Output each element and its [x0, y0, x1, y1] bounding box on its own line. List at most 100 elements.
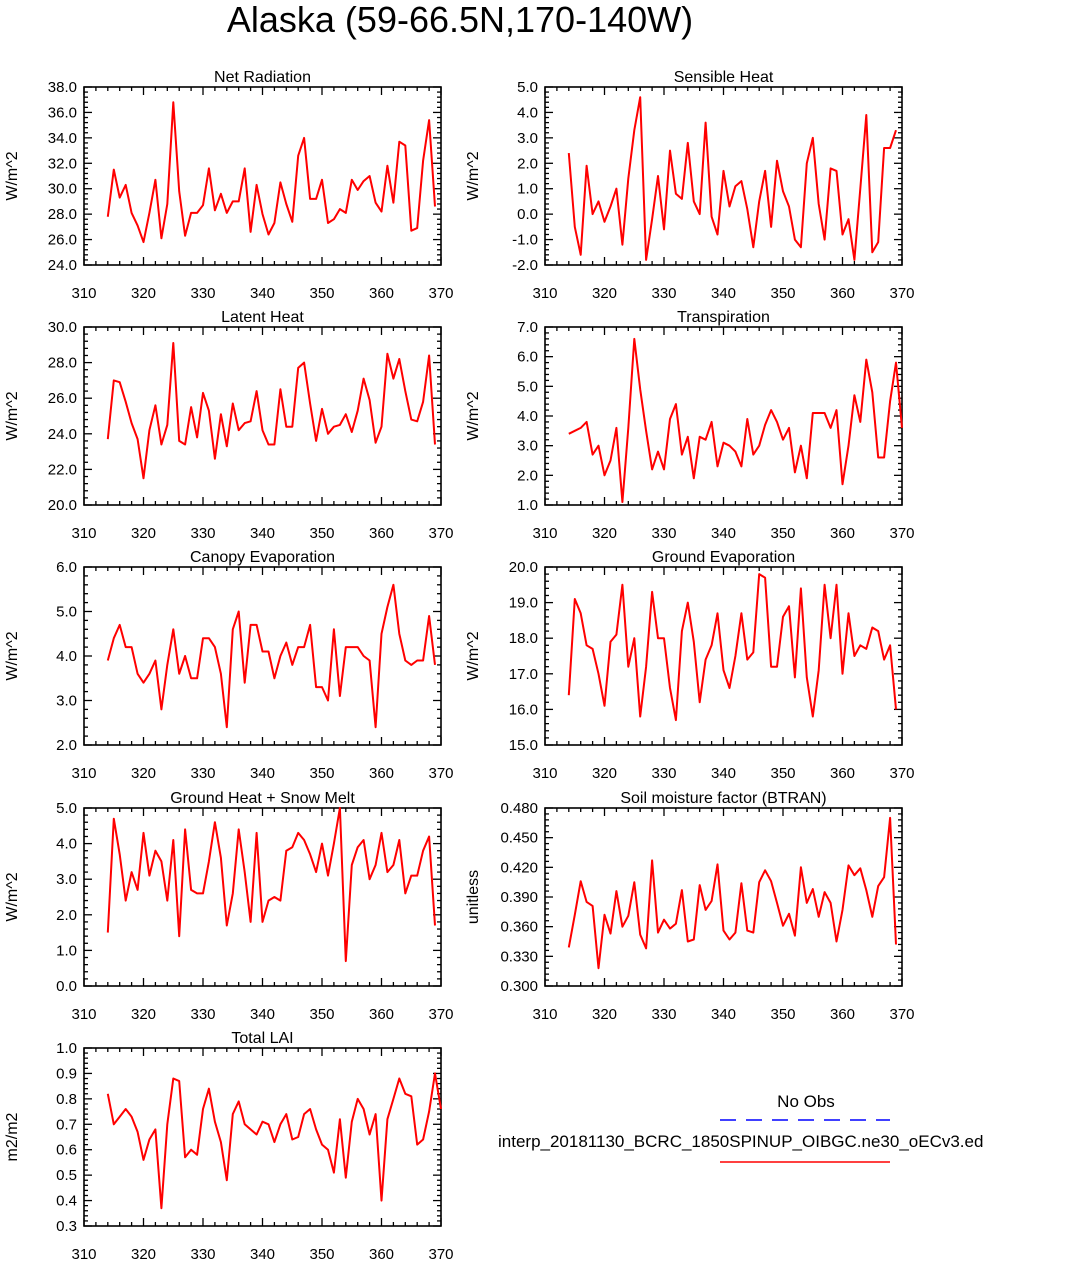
net-radiation-ytick-label: 24.0 — [48, 257, 77, 274]
sensible-heat-xtick-label: 360 — [830, 285, 855, 302]
net-radiation-xtick-label: 340 — [250, 285, 275, 302]
legend: No Obs interp_20181130_BCRC_1850SPINUP_O… — [498, 1092, 983, 1163]
transpiration-xtick-label: 320 — [592, 525, 617, 542]
net-radiation-xtick-label: 330 — [190, 285, 215, 302]
total-lai-ytick-label: 0.3 — [56, 1218, 77, 1235]
latent-heat-xtick-label: 350 — [309, 525, 334, 542]
total-lai-ytick-label: 0.5 — [56, 1167, 77, 1184]
sensible-heat-xtick-label: 370 — [889, 285, 914, 302]
total-lai-xtick-label: 340 — [250, 1246, 275, 1261]
ground-evaporation-xtick-label: 310 — [532, 765, 557, 782]
ground-evaporation-xtick-label: 340 — [711, 765, 736, 782]
total-lai-ytick-label: 0.4 — [56, 1193, 77, 1210]
canopy-evaporation-ytick-label: 2.0 — [56, 737, 77, 754]
latent-heat-ytick-label: 20.0 — [48, 497, 77, 514]
ground-heat-snow-melt-ytick-label: 1.0 — [56, 942, 77, 959]
soil-moisture-factor-btran-xtick-label: 320 — [592, 1006, 617, 1023]
net-radiation-xtick-label: 310 — [71, 285, 96, 302]
transpiration-ytick-label: 3.0 — [517, 438, 538, 455]
transpiration-frame — [544, 326, 903, 506]
panel-soil-moisture-factor-btran: Soil moisture factor (BTRAN) unitless 310 3… — [465, 790, 915, 1023]
net-radiation-ytick-label: 36.0 — [48, 104, 77, 121]
sensible-heat-xtick-label: 340 — [711, 285, 736, 302]
total-lai-xtick-label: 330 — [190, 1246, 215, 1261]
sensible-heat-xtick-label: 350 — [770, 285, 795, 302]
soil-moisture-factor-btran-ytick-label: 0.360 — [500, 919, 538, 936]
canopy-evaporation-title: Canopy Evaporation — [190, 549, 335, 566]
latent-heat-xtick-label: 310 — [71, 525, 96, 542]
total-lai-series-model — [106, 1072, 442, 1210]
sensible-heat-ytick-label: 2.0 — [517, 155, 538, 172]
ground-heat-snow-melt-ytick-label: 2.0 — [56, 907, 77, 924]
sensible-heat-ytick-label: 1.0 — [517, 181, 538, 198]
latent-heat-series-model — [106, 342, 436, 480]
soil-moisture-factor-btran-title: Soil moisture factor (BTRAN) — [620, 790, 826, 807]
latent-heat-ylabel: W/m^2 — [4, 391, 21, 440]
canopy-evaporation-ytick-label: 5.0 — [56, 604, 77, 621]
transpiration-ytick-label: 2.0 — [517, 467, 538, 484]
sensible-heat-ytick-label: 3.0 — [517, 130, 538, 147]
ground-evaporation-ytick-label: 20.0 — [509, 559, 538, 576]
net-radiation-xtick-label: 350 — [309, 285, 334, 302]
soil-moisture-factor-btran-ytick-label: 0.480 — [500, 800, 538, 817]
sensible-heat-ytick-label: 0.0 — [517, 206, 538, 223]
net-radiation-ytick-label: 28.0 — [48, 206, 77, 223]
latent-heat-ytick-label: 24.0 — [48, 426, 77, 443]
ground-evaporation-series-model — [567, 573, 897, 722]
soil-moisture-factor-btran-xtick-label: 310 — [532, 1006, 557, 1023]
ground-heat-snow-melt-ytick-label: 0.0 — [56, 978, 77, 995]
ground-heat-snow-melt-xtick-label: 330 — [190, 1006, 215, 1023]
canopy-evaporation-ytick-label: 4.0 — [56, 648, 77, 665]
transpiration-ytick-label: 5.0 — [517, 378, 538, 395]
latent-heat-xtick-label: 370 — [428, 525, 453, 542]
latent-heat-xtick-label: 320 — [131, 525, 156, 542]
total-lai-xtick-label: 320 — [131, 1246, 156, 1261]
transpiration-ytick-label: 7.0 — [517, 319, 538, 336]
net-radiation-ylabel: W/m^2 — [4, 151, 21, 200]
ground-heat-snow-melt-xtick-label: 350 — [309, 1006, 334, 1023]
soil-moisture-factor-btran-ytick-label: 0.330 — [500, 948, 538, 965]
total-lai-title: Total LAI — [231, 1030, 293, 1047]
soil-moisture-factor-btran-series-model — [567, 816, 897, 970]
panels: Net Radiation W/m^2 310 320 330 340 350 360 370 2… — [4, 69, 915, 1261]
net-radiation-series-model — [106, 101, 436, 244]
ground-evaporation-ylabel: W/m^2 — [465, 631, 482, 680]
figure-title: Alaska (59-66.5N,170-140W) — [227, 0, 693, 40]
soil-moisture-factor-btran-xtick-label: 330 — [651, 1006, 676, 1023]
soil-moisture-factor-btran-xtick-label: 360 — [830, 1006, 855, 1023]
total-lai-xtick-label: 370 — [428, 1246, 453, 1261]
latent-heat-ytick-label: 22.0 — [48, 461, 77, 478]
sensible-heat-series-model — [567, 96, 897, 261]
sensible-heat-ytick-label: 5.0 — [517, 79, 538, 96]
total-lai-frame — [83, 1047, 442, 1227]
ground-heat-snow-melt-xtick-label: 310 — [71, 1006, 96, 1023]
net-radiation-xtick-label: 360 — [369, 285, 394, 302]
ground-evaporation-xtick-label: 360 — [830, 765, 855, 782]
ground-evaporation-title: Ground Evaporation — [652, 549, 795, 566]
soil-moisture-factor-btran-ytick-label: 0.390 — [500, 889, 538, 906]
total-lai-xtick-label: 360 — [369, 1246, 394, 1261]
ground-heat-snow-melt-ytick-label: 4.0 — [56, 836, 77, 853]
ground-evaporation-ytick-label: 18.0 — [509, 630, 538, 647]
sensible-heat-title: Sensible Heat — [674, 69, 774, 86]
ground-evaporation-ytick-label: 19.0 — [509, 595, 538, 612]
canopy-evaporation-ylabel: W/m^2 — [4, 631, 21, 680]
ground-heat-snow-melt-xtick-label: 360 — [369, 1006, 394, 1023]
net-radiation-xtick-label: 320 — [131, 285, 156, 302]
canopy-evaporation-xtick-label: 340 — [250, 765, 275, 782]
canopy-evaporation-xtick-label: 330 — [190, 765, 215, 782]
ground-heat-snow-melt-xtick-label: 370 — [428, 1006, 453, 1023]
ground-evaporation-xtick-label: 330 — [651, 765, 676, 782]
transpiration-title: Transpiration — [677, 309, 770, 326]
sensible-heat-ylabel: W/m^2 — [465, 151, 482, 200]
soil-moisture-factor-btran-ylabel: unitless — [465, 870, 482, 924]
transpiration-xtick-label: 330 — [651, 525, 676, 542]
ground-evaporation-ytick-label: 16.0 — [509, 701, 538, 718]
transpiration-ytick-label: 6.0 — [517, 349, 538, 366]
canopy-evaporation-frame — [83, 566, 442, 746]
latent-heat-xtick-label: 330 — [190, 525, 215, 542]
total-lai-ytick-label: 0.7 — [56, 1116, 77, 1133]
net-radiation-frame — [83, 86, 442, 266]
canopy-evaporation-xtick-label: 310 — [71, 765, 96, 782]
